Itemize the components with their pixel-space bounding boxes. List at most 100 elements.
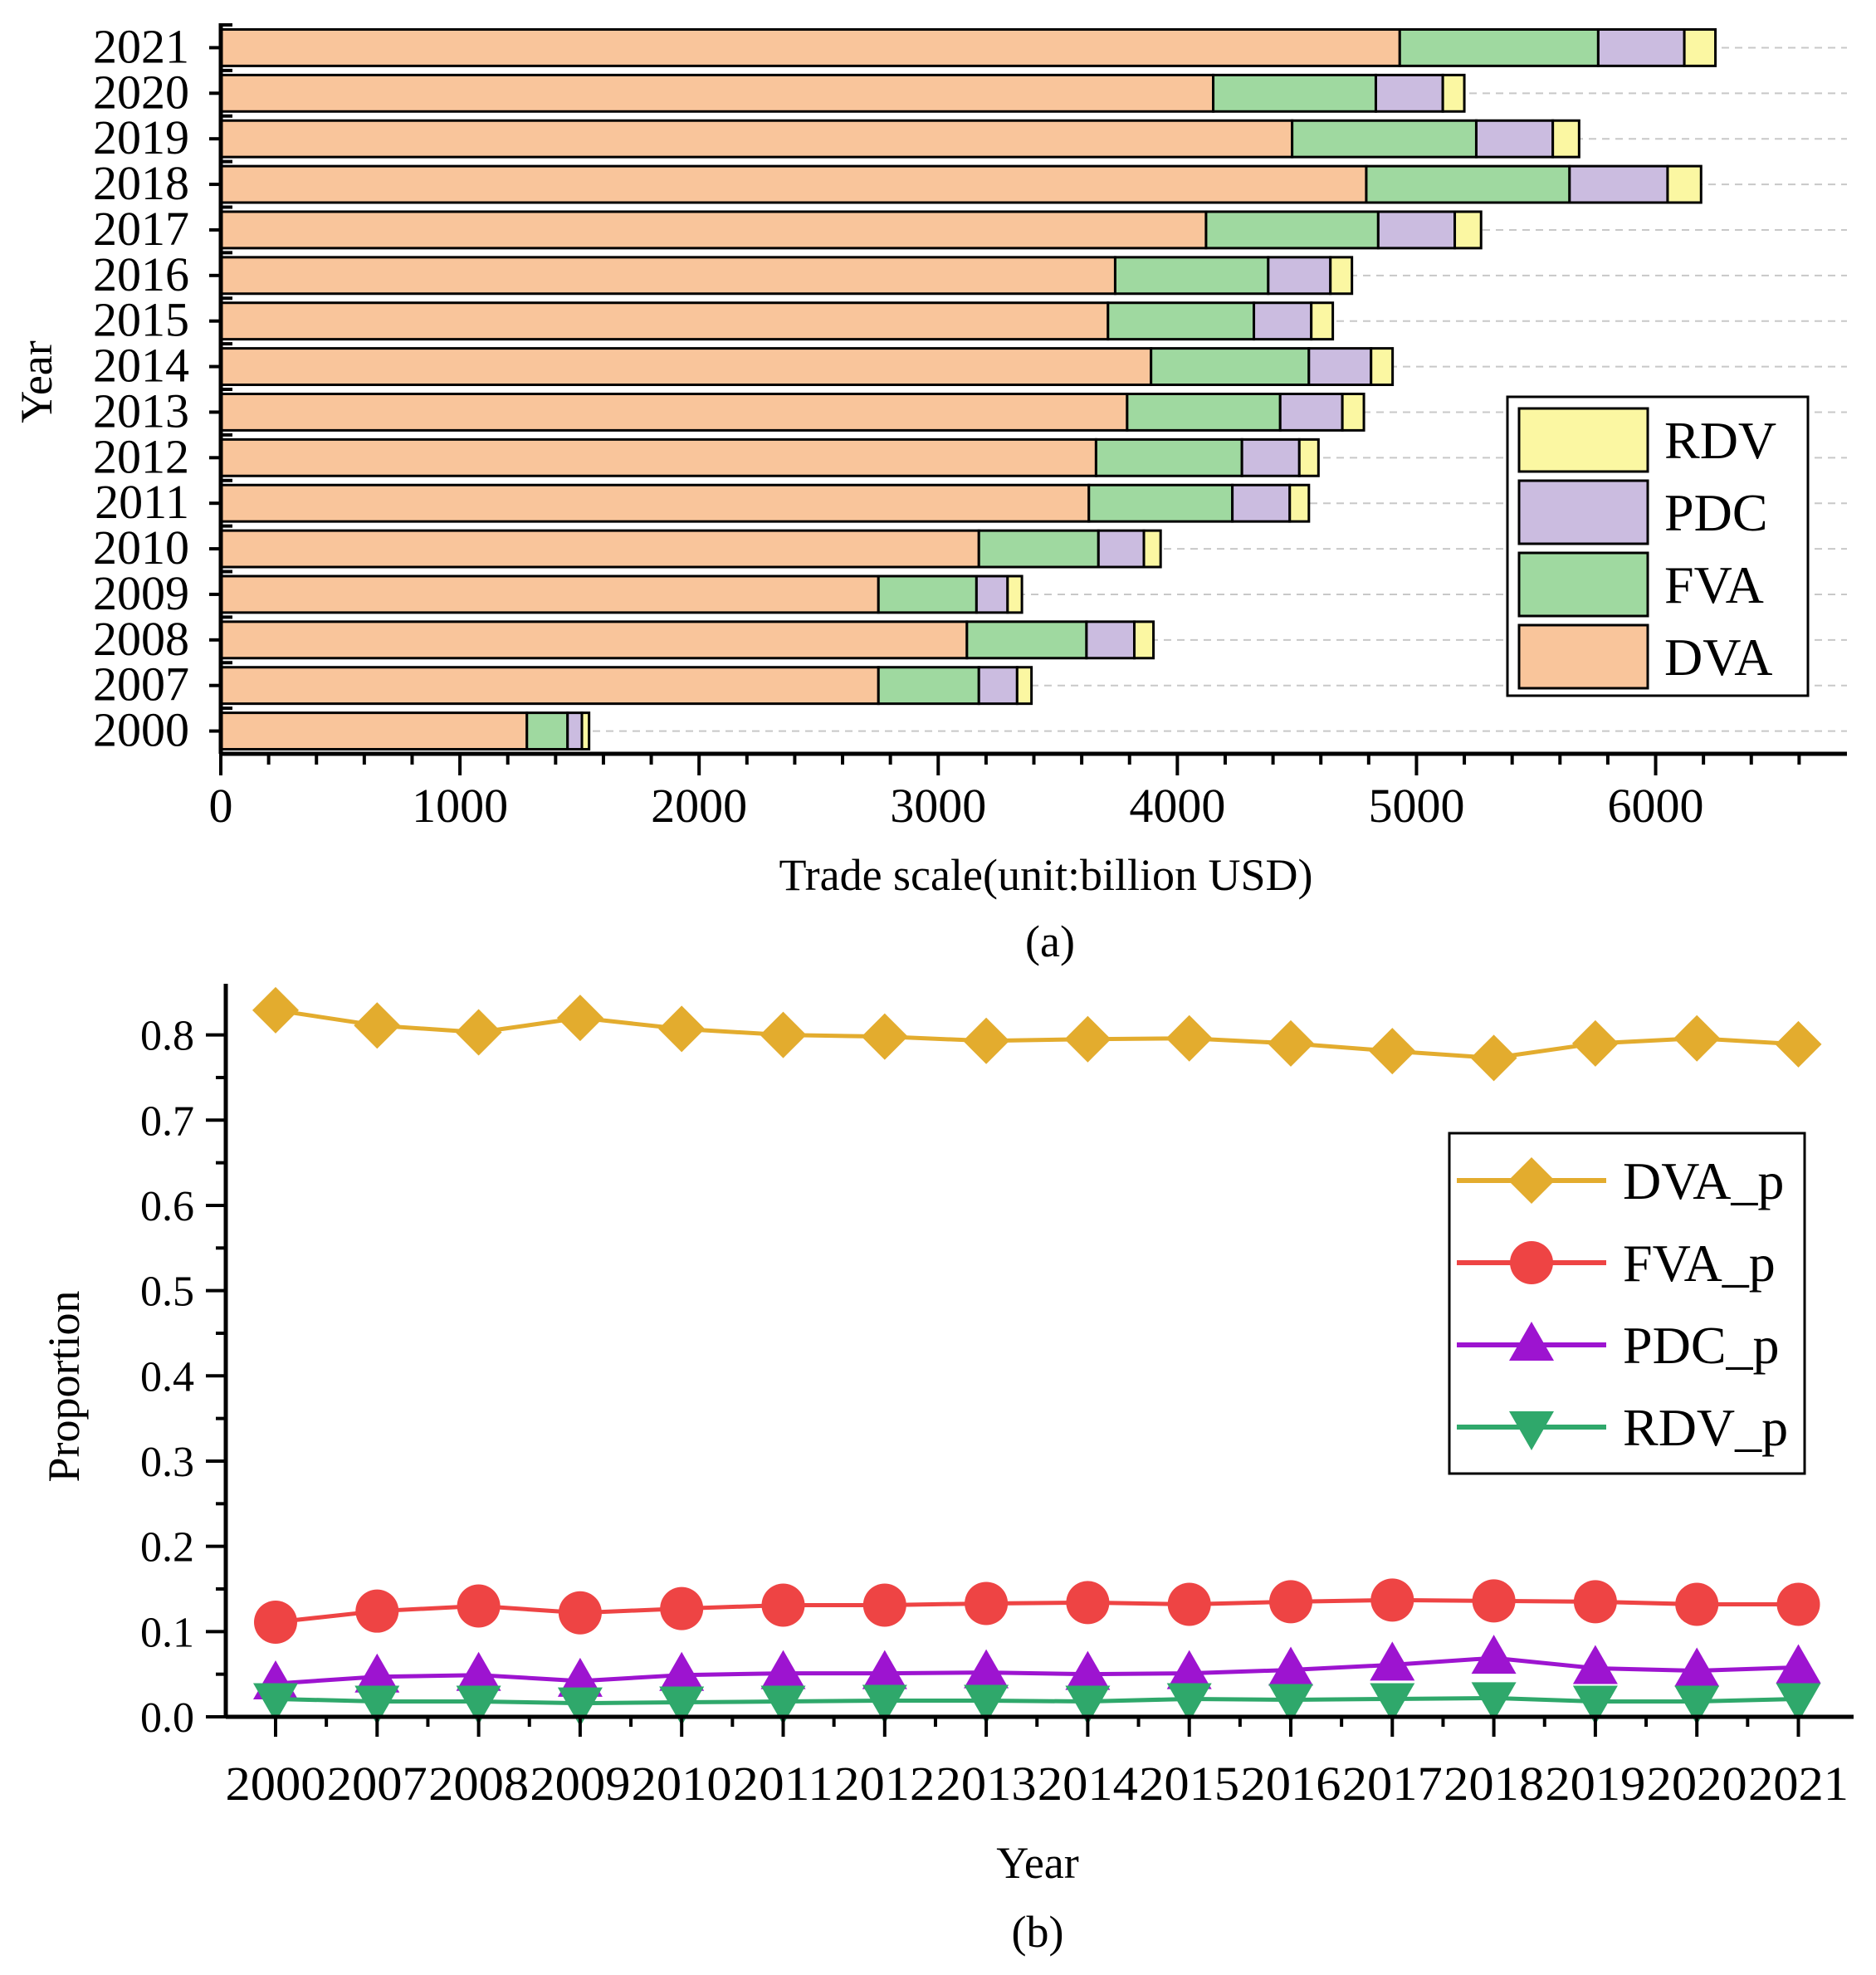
line-fva_p [275, 1597, 1799, 1625]
point-pdc_p-2017 [1370, 1641, 1415, 1681]
point-fva_p-2011 [761, 1583, 805, 1627]
legend-marker-dva_p [1508, 1157, 1555, 1204]
bar-pdc-2020 [1374, 73, 1444, 113]
bar-dva-2015 [219, 301, 1110, 341]
chart-b-legend-box [1448, 1132, 1806, 1475]
bar-dva-2012 [219, 438, 1097, 477]
chart-a-y-tick-label: 2015 [93, 293, 189, 347]
chart-b-y-tick-label: 0.6 [140, 1183, 194, 1230]
bar-pdc-2007 [977, 666, 1019, 706]
bar-fva-2012 [1094, 438, 1243, 477]
bar-fva-2013 [1126, 392, 1282, 432]
bar-rdv-2017 [1453, 210, 1483, 250]
point-rdv_p-2020 [1674, 1685, 1720, 1725]
legend-label-fva_p: FVA_p [1623, 1234, 1776, 1293]
chart-a-y-tick-label: 2016 [93, 247, 189, 301]
bar-pdc-2021 [1596, 27, 1686, 67]
point-pdc_p-2016 [1268, 1646, 1313, 1686]
chart-a-y-tick-label: 2012 [93, 429, 189, 483]
chart-b-y-tick-label: 0.1 [140, 1609, 194, 1656]
point-fva_p-2000 [254, 1601, 297, 1645]
legend-label-pdc_p: PDC_p [1623, 1316, 1780, 1375]
chart-b-x-tick-label: 2015 [1139, 1757, 1239, 1811]
point-dva_p-2010 [658, 1005, 706, 1053]
bar-dva-2021 [219, 27, 1401, 67]
point-fva_p-2010 [660, 1586, 704, 1630]
point-fva_p-2013 [965, 1581, 1009, 1625]
point-dva_p-2020 [1673, 1014, 1721, 1062]
bar-dva-2011 [219, 483, 1091, 523]
point-fva_p-2009 [558, 1591, 602, 1635]
point-dva_p-2012 [861, 1013, 908, 1060]
point-rdv_p-2000 [253, 1683, 298, 1723]
bar-fva-2017 [1204, 210, 1380, 250]
point-pdc_p-2012 [862, 1650, 907, 1689]
point-dva_p-2016 [1268, 1019, 1314, 1067]
point-fva_p-2012 [862, 1583, 906, 1627]
point-pdc_p-2009 [557, 1657, 603, 1697]
bar-rdv-2018 [1666, 164, 1703, 204]
point-fva_p-2020 [1675, 1582, 1719, 1626]
line-rdv_p [275, 1695, 1799, 1706]
point-rdv_p-2011 [760, 1685, 806, 1725]
chart-b-x-tick-label: 2007 [327, 1757, 427, 1811]
bar-fva-2008 [965, 620, 1088, 660]
point-pdc_p-2008 [456, 1651, 501, 1691]
chart-b-caption: (b) [1012, 1907, 1064, 1957]
bar-pdc-2016 [1267, 256, 1332, 296]
chart-b-y-tick-label: 0.7 [140, 1097, 194, 1145]
legend-label-rdv: RDV [1664, 411, 1776, 470]
chart-a-x-tick-label: 4000 [1129, 779, 1225, 833]
point-fva_p-2017 [1370, 1578, 1414, 1622]
bar-pdc-2009 [975, 574, 1009, 614]
chart-a-x-tick-label: 0 [209, 779, 233, 833]
point-rdv_p-2013 [964, 1684, 1009, 1724]
bar-rdv-2007 [1015, 666, 1033, 706]
bar-rdv-2021 [1683, 27, 1717, 67]
chart-b-y-axis-title: Proportion [39, 1290, 89, 1482]
legend-marker-pdc_p [1509, 1322, 1554, 1361]
bar-fva-2020 [1212, 73, 1377, 113]
bar-pdc-2011 [1231, 483, 1292, 523]
bar-fva-2014 [1150, 347, 1311, 387]
point-fva_p-2015 [1167, 1582, 1211, 1626]
legend-swatch-rdv [1517, 407, 1649, 473]
point-rdv_p-2018 [1471, 1682, 1517, 1722]
legend-swatch-fva [1517, 551, 1649, 618]
bar-rdv-2015 [1310, 301, 1335, 341]
point-pdc_p-2013 [964, 1649, 1009, 1689]
chart-b-y-tick-label: 0.0 [140, 1694, 194, 1742]
chart-b-x-tick-label: 2013 [936, 1757, 1037, 1811]
line-dva_p [275, 1008, 1799, 1060]
chart-b-x-tick-label: 2009 [530, 1757, 630, 1811]
bar-rdv-2012 [1297, 438, 1320, 477]
bar-dva-2017 [219, 210, 1208, 250]
point-fva_p-2007 [355, 1589, 399, 1633]
point-fva_p-2018 [1472, 1579, 1516, 1623]
point-rdv_p-2015 [1166, 1683, 1212, 1723]
point-rdv_p-2014 [1065, 1685, 1111, 1725]
point-rdv_p-2021 [1776, 1683, 1821, 1723]
bar-pdc-2010 [1097, 529, 1146, 569]
point-dva_p-2013 [963, 1017, 1010, 1064]
point-rdv_p-2019 [1572, 1685, 1618, 1725]
bar-dva-2007 [219, 666, 880, 706]
chart-a-y-tick-label: 2019 [93, 110, 189, 164]
bar-dva-2016 [219, 256, 1116, 296]
chart-b-y-tick-label: 0.3 [140, 1439, 194, 1486]
bar-dva-2014 [219, 347, 1153, 387]
point-pdc_p-2018 [1471, 1635, 1517, 1674]
bar-fva-2009 [877, 574, 978, 614]
point-fva_p-2008 [457, 1584, 501, 1628]
point-pdc_p-2011 [760, 1650, 806, 1689]
point-rdv_p-2007 [354, 1685, 400, 1725]
chart-b-x-tick-label: 2021 [1748, 1757, 1849, 1811]
chart-b-x-tick-label: 2018 [1444, 1757, 1544, 1811]
bar-dva-2008 [219, 620, 969, 660]
legend-label-fva: FVA [1664, 555, 1764, 614]
chart-a-stacked-bar: 2000200720082009201020112012201320142015… [12, 19, 1847, 966]
point-dva_p-2009 [556, 995, 603, 1042]
point-pdc_p-2015 [1166, 1650, 1212, 1689]
bar-fva-2021 [1398, 27, 1600, 67]
point-pdc_p-2020 [1674, 1647, 1720, 1687]
